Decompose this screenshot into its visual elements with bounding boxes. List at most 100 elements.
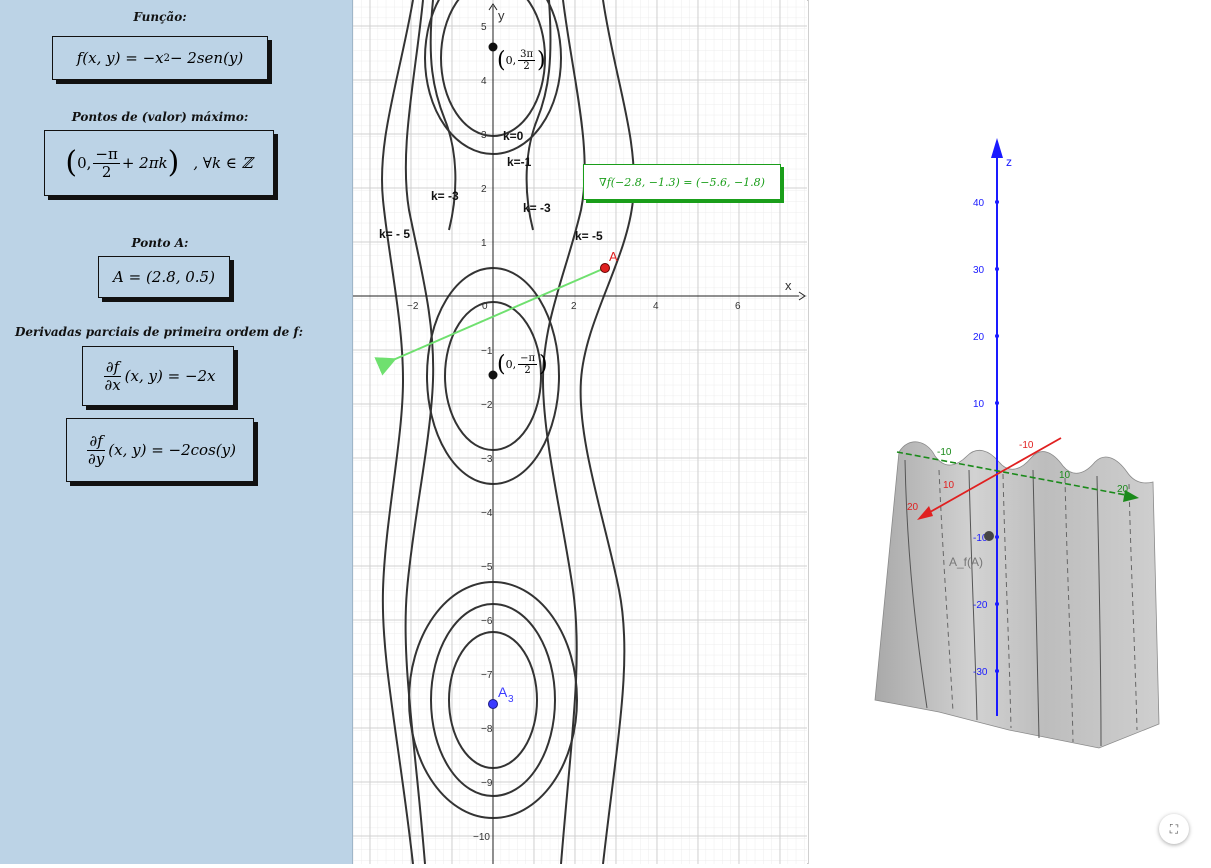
graphics-2d-view[interactable]: x y −2 0 2 4 6 5 4 3 2 1 −1 −2 −3 −4 −5 −6 −7 −8 −9 −10 k=… <box>328 0 822 865</box>
max-fraction: −π 2 <box>93 146 120 181</box>
xy-tick-label: 20 <box>907 502 919 513</box>
level-label-k-5-right: k= -5 <box>575 229 603 243</box>
z-tick-label: 20 <box>973 332 985 343</box>
paren-open-icon: ( <box>65 145 78 180</box>
y-tick-label: −8 <box>481 724 493 735</box>
max-top-den: 2 <box>523 61 530 72</box>
graphics-3d-view[interactable]: z 40 30 20 10 -10 -20 -30 -10 10 20 -10 10 20 A_f(A… <box>808 0 1211 864</box>
z-tick-mark <box>995 602 999 606</box>
level-label-k-5-left: k= - 5 <box>379 227 410 241</box>
z-tick-labels: 40 30 20 10 -10 -20 -30 <box>973 198 999 678</box>
x-tick-labels: −2 0 2 4 6 <box>407 301 741 312</box>
level-curve-outer-left <box>381 0 414 865</box>
partial-x-fraction: ∂f ∂x <box>102 359 122 393</box>
x-axis-3d-arrow-icon <box>917 506 933 520</box>
graphics-2d-svg[interactable]: x y −2 0 2 4 6 5 4 3 2 1 −1 −2 −3 −4 −5 −6 −7 −8 −9 −10 k=… <box>328 0 822 865</box>
point-a[interactable] <box>600 263 610 273</box>
function-exponent: 2 <box>163 52 170 64</box>
partial-x-box[interactable]: ∂f ∂x (x, y) = −2x <box>82 346 234 406</box>
y-tick-label: 3 <box>481 130 487 141</box>
x-tick-label: 2 <box>571 301 577 312</box>
gradient-vector[interactable] <box>374 267 606 376</box>
paren-open-icon: ( <box>497 48 506 73</box>
y-tick-label: 4 <box>481 76 487 87</box>
xy-tick-label: 20 <box>1117 484 1129 495</box>
z-tick-label: 40 <box>973 198 985 209</box>
surface-graph[interactable] <box>874 441 1160 749</box>
surface-dashed-lines <box>938 469 1138 743</box>
partial-y-den: ∂y <box>88 449 105 468</box>
partial-y-box[interactable]: ∂f ∂y (x, y) = −2cos(y) <box>66 418 254 482</box>
y-tick-label: 2 <box>481 184 487 195</box>
x-axis-arrow-icon <box>798 291 806 301</box>
y-axis-3d <box>896 451 1132 497</box>
x-axis-3d <box>922 437 1062 517</box>
z-tick-label: 10 <box>973 399 985 410</box>
z-tick-mark <box>995 535 999 539</box>
y-tick-label: −5 <box>481 562 493 573</box>
function-box[interactable]: f(x, y) = −x 2 − 2sen(y) <box>52 36 268 80</box>
paren-close-icon: ) <box>167 145 180 180</box>
z-axis-arrow-icon <box>991 138 1003 158</box>
max-point-mid[interactable] <box>488 370 498 380</box>
xy-tick-label: -10 <box>1019 440 1034 451</box>
max-forall: , ∀k ∈ ℤ <box>193 154 253 172</box>
max-mid-label: ( 0, −π 2 ) <box>497 352 548 377</box>
y-tick-label: −1 <box>481 346 493 357</box>
graphics-3d-svg[interactable]: z 40 30 20 10 -10 -20 -30 -10 10 20 -10 10 20 A_f(A… <box>809 0 1211 864</box>
function-rhs: − 2sen(y) <box>169 49 244 67</box>
y-tick-label: −6 <box>481 616 493 627</box>
z-tick-mark <box>995 334 999 338</box>
level-label-k0: k=0 <box>503 129 524 143</box>
x-tick-label: 6 <box>735 301 741 312</box>
y-tick-labels: 5 4 3 2 1 −1 −2 −3 −4 −5 −6 −7 −8 −9 −10 <box>473 22 493 843</box>
partial-y-num: ∂f <box>87 432 105 451</box>
gradient-caption[interactable]: ∇f(−2.8, −1.3) = (−5.6, −1.8) <box>583 164 781 200</box>
max-mid-num: −π <box>518 353 538 365</box>
max-points-label: Pontos de (valor) máximo: <box>71 110 249 124</box>
x-tick-label: 0 <box>482 301 488 312</box>
max-mid-zero: 0, <box>505 358 517 371</box>
max-point-top[interactable] <box>488 42 498 52</box>
y-axis-3d-arrow-icon <box>1123 490 1139 502</box>
y-tick-label: −7 <box>481 670 493 681</box>
y-tick-label: −3 <box>481 454 493 465</box>
funcao-label: Função: <box>133 10 187 24</box>
derivatives-label: Derivadas parciais de primeira ordem de … <box>14 325 304 339</box>
max-frac-den: 2 <box>101 162 112 181</box>
surface-mesh-lines <box>904 459 1102 747</box>
z-tick-label: -10 <box>973 533 988 544</box>
z-tick-label: -30 <box>973 667 988 678</box>
level-curve-inner-left <box>429 0 457 231</box>
z-tick-mark <box>995 200 999 204</box>
x-axis-label: x <box>785 278 792 293</box>
partial-y-fraction: ∂f ∂y <box>86 433 106 467</box>
point-a3-subscript: 3 <box>508 694 514 705</box>
level-curve-outer-right <box>579 0 635 865</box>
z-tick-mark <box>995 401 999 405</box>
z-tick-mark <box>995 267 999 271</box>
point-a-3d-label: A_f(A) <box>949 555 983 569</box>
level-label-k-1: k=-1 <box>507 155 532 169</box>
function-lhs: f(x, y) = −x <box>76 49 164 67</box>
level-label-k-3-left: k= -3 <box>431 189 459 203</box>
max-zero: 0, <box>77 154 92 172</box>
xy-tick-labels: -10 10 20 -10 10 20 <box>907 440 1129 513</box>
max-points-box[interactable]: ( 0, −π 2 + 2πk ) , ∀k ∈ ℤ <box>44 130 274 196</box>
partial-x-den: ∂x <box>104 375 121 394</box>
y-axis-arrow-icon <box>488 3 498 11</box>
z-tick-label: -20 <box>973 600 988 611</box>
point-a-box[interactable]: A = (2.8, 0.5) <box>98 256 230 298</box>
z-tick-label: 30 <box>973 265 985 276</box>
y-axis-label: y <box>498 8 505 23</box>
point-a-3d[interactable] <box>984 531 994 541</box>
y-tick-label: −10 <box>473 832 490 843</box>
fullscreen-button[interactable]: ⛶ <box>1159 814 1189 844</box>
point-a-expr: A = (2.8, 0.5) <box>113 268 215 286</box>
level-curve-mid-left <box>404 0 435 865</box>
z-tick-mark <box>995 669 999 673</box>
partial-y-rest: (x, y) = −2cos(y) <box>108 441 236 459</box>
point-a3[interactable] <box>488 699 498 709</box>
max-top-zero: 0, <box>505 54 517 67</box>
xy-tick-label: 10 <box>1059 470 1071 481</box>
